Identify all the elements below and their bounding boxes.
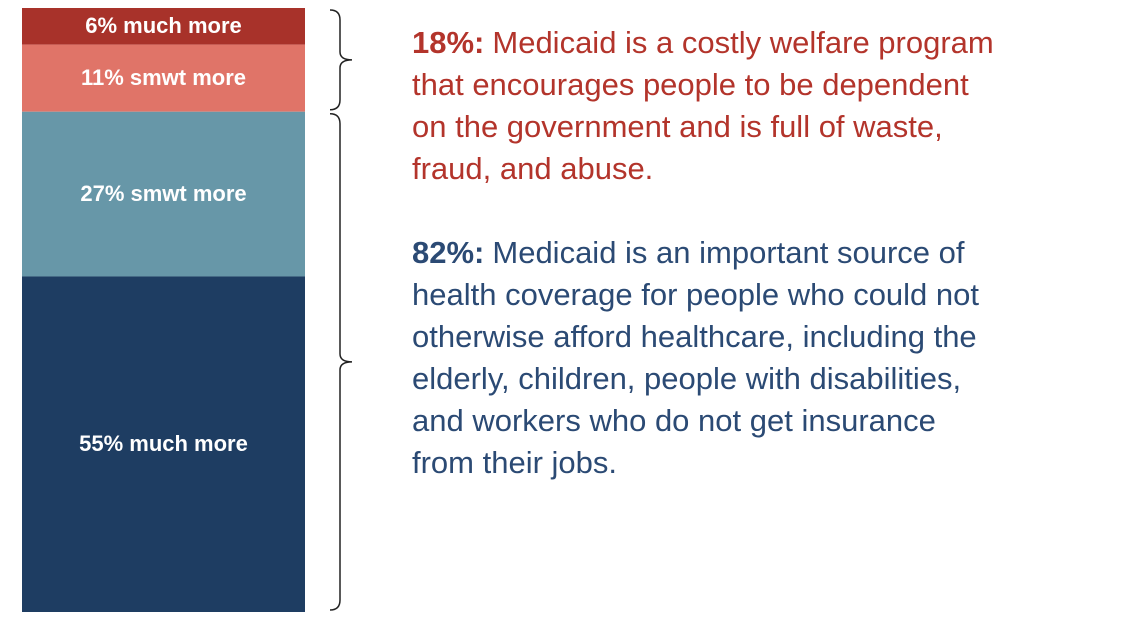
note-text: Medicaid is a costly welfare program <box>492 25 993 60</box>
note-text: on the government and is full of waste, <box>412 109 943 144</box>
note-text: and workers who do not get insurance <box>412 403 936 438</box>
note-text: otherwise afford healthcare, including t… <box>412 319 977 354</box>
note-line: on the government and is full of waste, <box>412 109 943 144</box>
bracket <box>329 112 353 611</box>
note-text: elderly, children, people with disabilit… <box>412 361 961 396</box>
bar-segment <box>22 8 305 45</box>
note-line: that encourages people to be dependent <box>412 67 969 102</box>
note-line: and workers who do not get insurance <box>412 403 936 438</box>
note-line: elderly, children, people with disabilit… <box>412 361 961 396</box>
note-text: Medicaid is an important source of <box>492 235 965 270</box>
bracket <box>329 9 353 111</box>
note-line: 18%: Medicaid is a costly welfare program <box>412 25 994 60</box>
note-lead: 82%: <box>412 235 484 270</box>
segment-label: 11% smwt more <box>81 65 246 90</box>
bar-segment <box>22 276 305 612</box>
segment-label: 6% much more <box>85 13 242 38</box>
note-text: from their jobs. <box>412 445 617 480</box>
bar-segment <box>22 44 305 112</box>
note-line: 82%: Medicaid is an important source of <box>412 235 965 270</box>
note-line: fraud, and abuse. <box>412 151 653 186</box>
segment-label: 27% smwt more <box>80 181 246 206</box>
note-text: health coverage for people who could not <box>412 277 979 312</box>
note-lead: 18%: <box>412 25 484 60</box>
note-line: health coverage for people who could not <box>412 277 979 312</box>
note-text: that encourages people to be dependent <box>412 67 969 102</box>
note-text: fraud, and abuse. <box>412 151 653 186</box>
note-line: from their jobs. <box>412 445 617 480</box>
bar-segment <box>22 111 305 277</box>
note-line: otherwise afford healthcare, including t… <box>412 319 977 354</box>
segment-label: 55% much more <box>79 431 248 456</box>
